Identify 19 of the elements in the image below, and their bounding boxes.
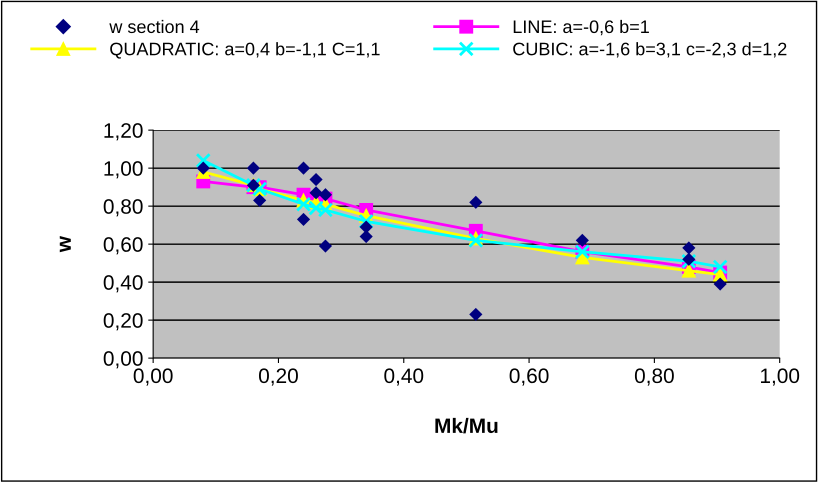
y-tick-label: 1,20 <box>104 123 143 140</box>
y-tick-label: 0,00 <box>104 351 143 368</box>
x-tick-label: 0,20 <box>259 368 298 386</box>
legend-label: w section 4 <box>109 20 200 34</box>
y-axis-title: w <box>60 236 71 252</box>
y-tick-label: 1,00 <box>104 161 143 178</box>
x-tick-label: 0,00 <box>134 368 173 386</box>
legend-label: QUADRATIC: a=0,4 b=-1,1 C=1,1 <box>110 42 380 59</box>
legend-label: CUBIC: a=-1,6 b=3,1 c=-2,3 d=1,2 <box>513 42 786 58</box>
legend-label: LINE: a=-0,6 b=1 <box>514 20 649 36</box>
x-tick-label: 0,40 <box>384 368 424 386</box>
y-tick-label: 0,20 <box>104 313 143 330</box>
x-tick-label: 0,60 <box>510 368 549 386</box>
x-tick-label: 0,80 <box>634 368 674 386</box>
x-tick-label: 1,00 <box>761 368 800 386</box>
y-tick-label: 0,80 <box>104 199 143 216</box>
y-tick-label: 0,40 <box>104 275 143 292</box>
x-axis-title: Mk/Mu <box>435 418 498 434</box>
y-tick-label: 0,60 <box>104 237 143 254</box>
